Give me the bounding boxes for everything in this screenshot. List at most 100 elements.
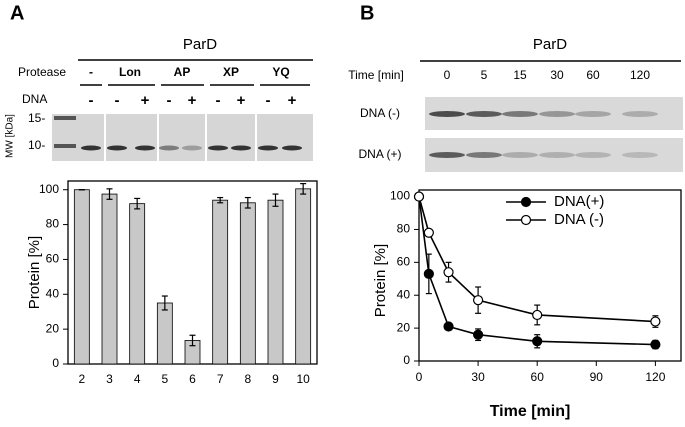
dna-sign: + [188, 92, 197, 109]
x-tick-label: 7 [217, 372, 224, 386]
protease-label: Lon [119, 65, 141, 79]
y-tick-label: 40 [397, 287, 411, 301]
time-label: 0 [444, 68, 451, 82]
bar [129, 203, 146, 365]
gel-a [52, 114, 313, 161]
x-tick-label: 30 [471, 370, 485, 384]
row-label: DNA [22, 92, 47, 106]
protease-label: AP [174, 65, 191, 79]
x-tick-label: 9 [272, 372, 279, 386]
dna-sign: + [288, 92, 297, 109]
y-tick-label: 60 [46, 252, 60, 266]
gel-band [502, 111, 538, 117]
gel-band [81, 145, 101, 151]
gel-band [208, 145, 228, 151]
gel-band [575, 111, 611, 117]
x-tick-label: 90 [590, 370, 604, 384]
x-tick-label: 10 [296, 372, 310, 386]
mw-marker: 15- [28, 111, 45, 125]
marker [413, 191, 425, 202]
series-line [418, 196, 656, 346]
x-tick-label: 5 [161, 372, 168, 386]
gel-band [282, 145, 302, 151]
lane-label: DNA (+) [358, 147, 401, 161]
row-label: Time [min] [348, 68, 404, 82]
gel-band [575, 152, 611, 158]
legend-marker [520, 214, 532, 226]
gel-band [107, 145, 127, 151]
time-label: 30 [550, 68, 564, 82]
time-label: 60 [586, 68, 600, 82]
marker [443, 321, 454, 332]
marker [532, 336, 543, 347]
x-tick-label: 8 [244, 372, 251, 386]
marker [423, 268, 434, 279]
y-tick-label: 0 [403, 353, 410, 367]
protease-label: - [89, 65, 93, 79]
bar [267, 199, 284, 365]
bar [156, 302, 173, 365]
y-tick-label: 80 [397, 222, 411, 236]
gel-band [429, 111, 465, 117]
gel-band [539, 152, 575, 158]
dna-sign: - [216, 92, 221, 109]
gel-band [429, 152, 465, 158]
y-tick-label: 100 [390, 189, 410, 203]
time-label: 120 [630, 68, 650, 82]
gel-band [466, 152, 502, 158]
dna-sign: + [141, 92, 150, 109]
gel-band [539, 111, 575, 117]
y-axis-label: Protein [%] [26, 236, 43, 309]
gel-b [425, 97, 683, 172]
y-axis-label: Protein [%] [372, 244, 389, 317]
y-tick-label: 40 [46, 286, 60, 300]
gel-band [502, 152, 538, 158]
bar [295, 188, 312, 365]
gel-band [231, 145, 251, 151]
x-tick-label: 6 [189, 372, 196, 386]
gel-band [135, 145, 155, 151]
gel-band [622, 111, 658, 117]
gel-band [466, 111, 502, 117]
y-tick-label: 0 [52, 356, 59, 370]
bar [73, 189, 90, 365]
x-tick-label: 2 [78, 372, 85, 386]
legend-marker [520, 196, 532, 208]
mw-marker: 10- [28, 138, 45, 152]
y-tick-label: 60 [397, 255, 411, 269]
bar [212, 199, 229, 365]
x-tick-label: 3 [106, 372, 113, 386]
gel-band [622, 152, 658, 158]
time-label: 15 [513, 68, 527, 82]
gel-band [159, 145, 179, 151]
y-tick-label: 20 [397, 320, 411, 334]
legend-label: DNA (-) [554, 211, 604, 228]
x-tick-label: 0 [416, 370, 423, 384]
bar [101, 193, 118, 365]
marker [532, 309, 543, 321]
time-label: 5 [481, 68, 488, 82]
row-label: Protease [18, 65, 66, 79]
dna-sign: - [167, 92, 172, 109]
gel-title: ParD [183, 36, 217, 53]
y-tick-label: 80 [46, 217, 60, 231]
plot-frame [418, 189, 682, 362]
legend-label: DNA(+) [554, 193, 604, 210]
mw-label: MW [kDa] [5, 114, 16, 158]
lane-label: DNA (-) [360, 106, 400, 120]
y-tick-label: 100 [39, 182, 59, 196]
gel-band [258, 145, 278, 151]
dna-sign: - [115, 92, 120, 109]
dna-sign: - [266, 92, 271, 109]
marker [472, 295, 484, 306]
marker [443, 267, 454, 278]
dna-sign: - [89, 92, 94, 109]
marker [650, 339, 661, 350]
x-tick-label: 4 [134, 372, 141, 386]
panel-label: A [10, 2, 24, 24]
marker [472, 329, 484, 340]
marker [650, 316, 661, 327]
gel-band [182, 145, 202, 151]
protease-label: XP [223, 65, 239, 79]
